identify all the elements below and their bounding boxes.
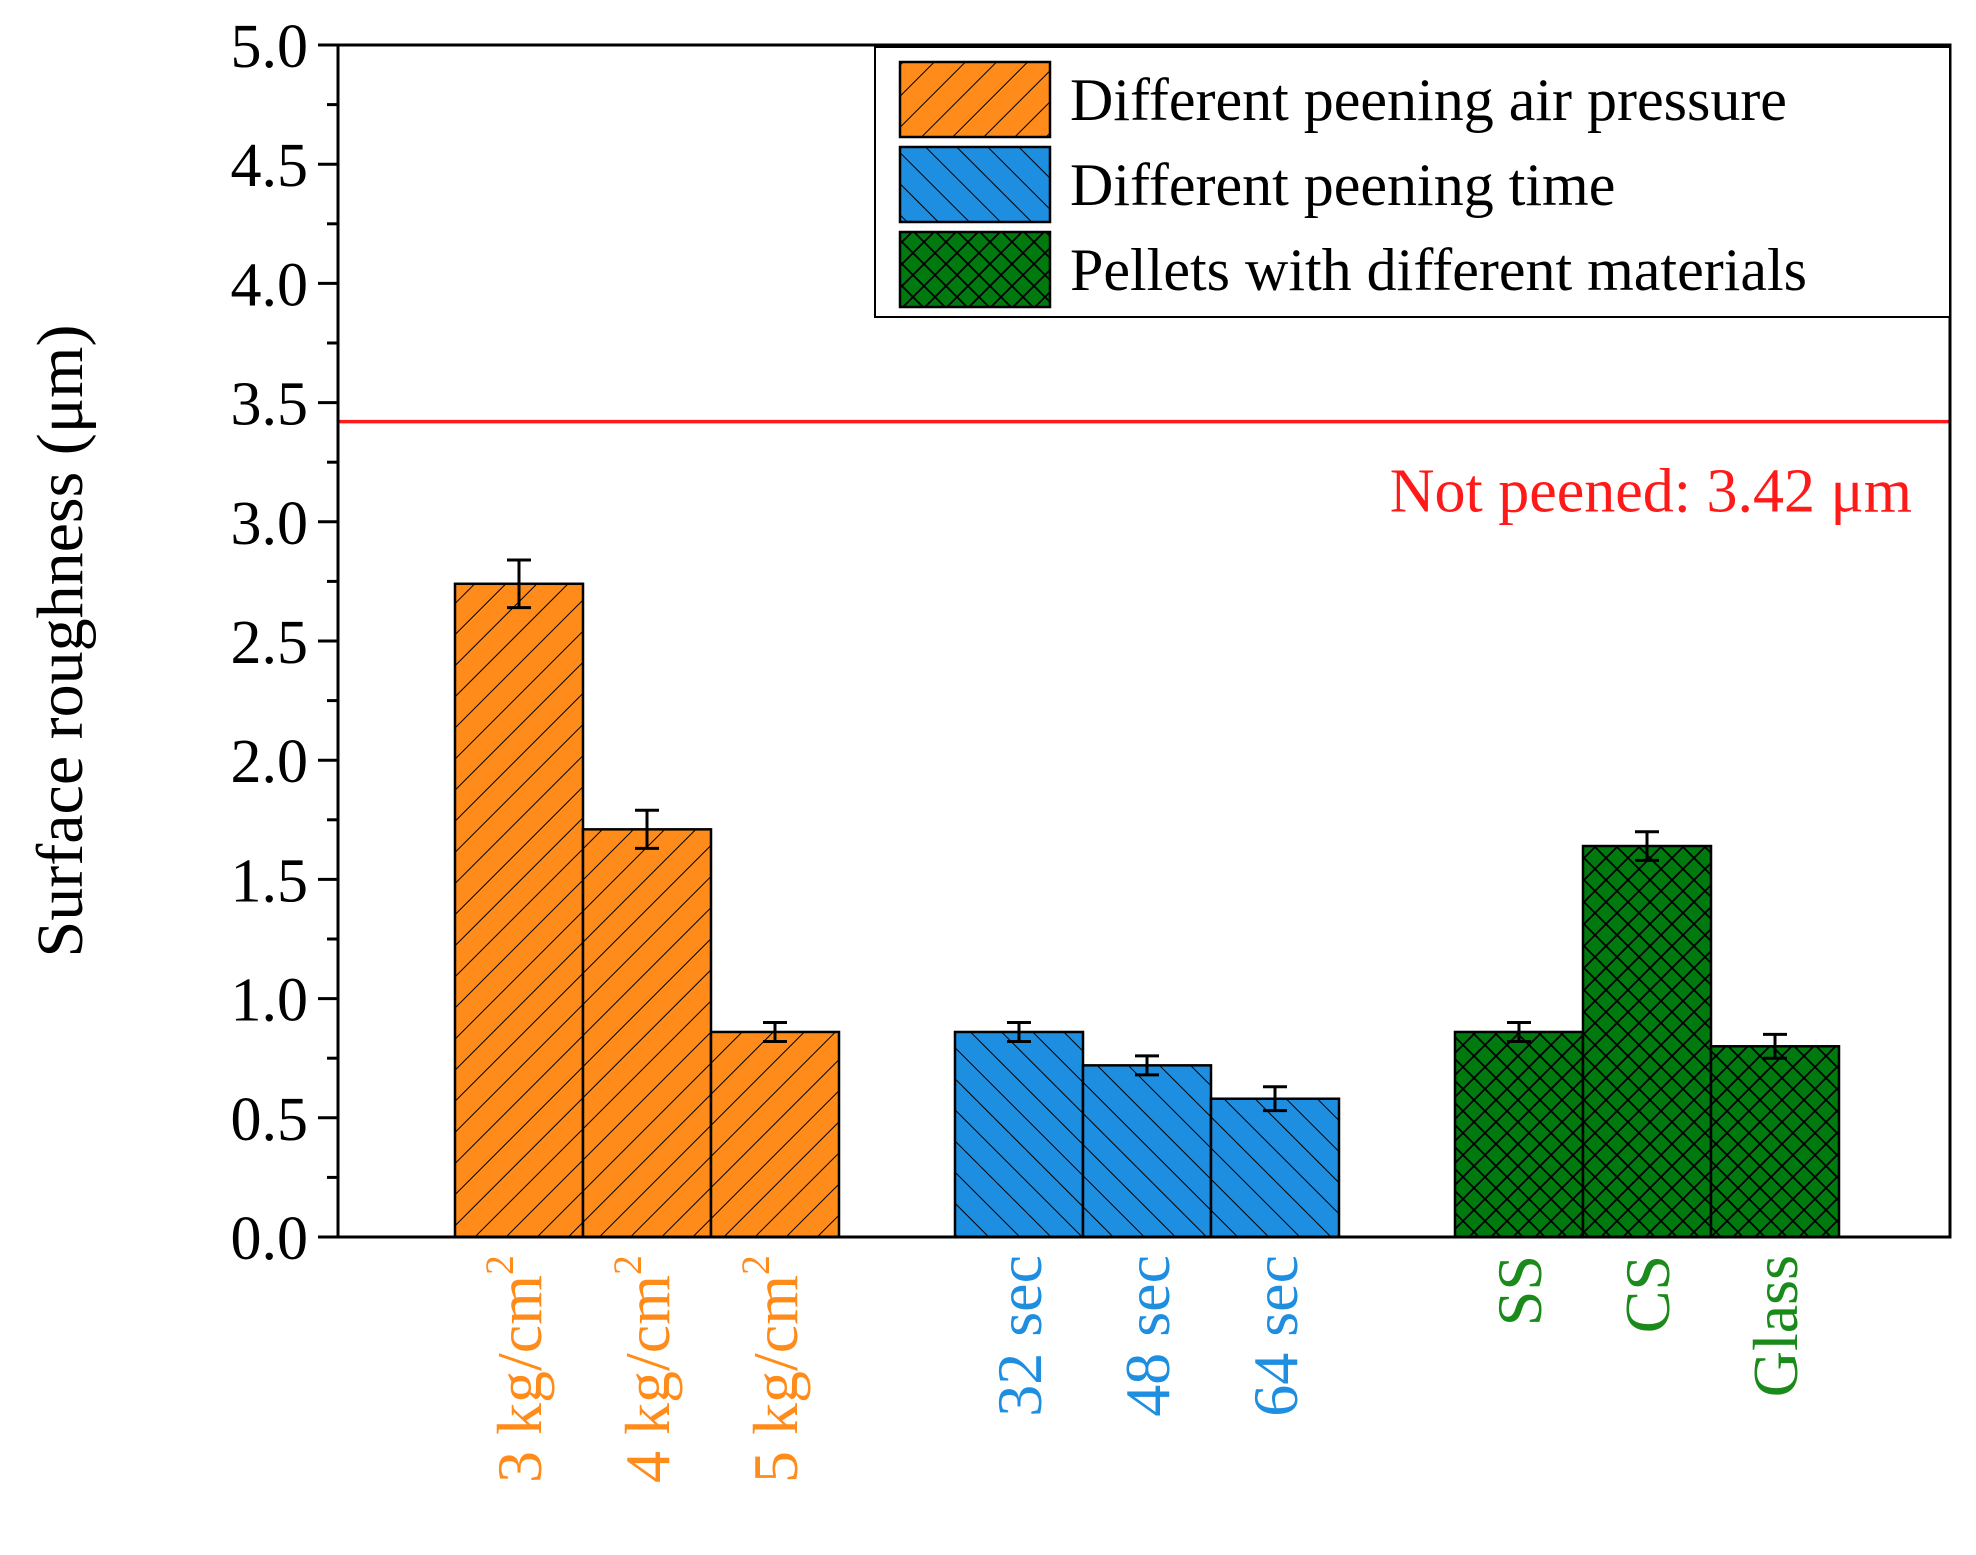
y-tick-label: 3.0 bbox=[231, 490, 309, 558]
y-tick-label: 0.5 bbox=[231, 1086, 309, 1154]
error-bar bbox=[507, 558, 531, 610]
error-bar bbox=[635, 808, 659, 850]
x-axis-category-labels: 3 kg/cm2 4 kg/cm2 5 kg/cm2 32 sec 48 sec 64 s… bbox=[477, 1255, 1811, 1483]
bar-glass bbox=[1709, 1045, 1841, 1239]
y-tick-label: 4.0 bbox=[231, 251, 309, 319]
error-bar bbox=[1135, 1054, 1159, 1077]
legend-entry: Pellets with different materials bbox=[898, 230, 1807, 309]
y-tick-label: 0.0 bbox=[231, 1205, 309, 1273]
x-category-label: Glass bbox=[1740, 1255, 1811, 1397]
error-bar bbox=[763, 1020, 787, 1044]
legend-swatch bbox=[898, 145, 1052, 224]
x-category-label: 3 kg/cm2 bbox=[477, 1255, 555, 1483]
y-axis-label: Surface roughness (μm) bbox=[24, 325, 97, 958]
bar-5-kg-cm2 bbox=[709, 1030, 841, 1239]
y-tick-label: 5.0 bbox=[231, 13, 309, 81]
x-category-label: 5 kg/cm2 bbox=[733, 1255, 811, 1483]
error-bar bbox=[1635, 830, 1659, 862]
legend-swatch bbox=[898, 60, 1052, 139]
not-peened-label: Not peened: 3.42 μm bbox=[1390, 458, 1912, 526]
error-bar bbox=[1763, 1032, 1787, 1060]
y-tick-label: 4.5 bbox=[231, 132, 309, 200]
bar-3-kg-cm2 bbox=[453, 582, 585, 1239]
error-bar bbox=[1507, 1020, 1531, 1044]
y-axis: 0.0 0.5 1.0 1.5 2.0 2.5 3.0 3.5 4.0 4.5 5.0 bbox=[231, 13, 338, 1273]
bar-cs bbox=[1581, 844, 1713, 1239]
legend: Different peening air pressure Different … bbox=[874, 46, 1951, 318]
x-category-label: 48 sec bbox=[1112, 1255, 1183, 1417]
bar-48-sec bbox=[1081, 1064, 1213, 1239]
y-tick-label: 1.0 bbox=[231, 967, 309, 1035]
error-bars bbox=[507, 558, 1787, 1113]
legend-label: Different peening time bbox=[1070, 152, 1615, 218]
reference-line-group: Not peened: 3.42 μm bbox=[338, 419, 1950, 526]
x-category-label: SS bbox=[1484, 1255, 1555, 1326]
bar-ss bbox=[1453, 1030, 1585, 1239]
bar-32-sec bbox=[953, 1030, 1085, 1239]
x-category-label: CS bbox=[1612, 1255, 1683, 1333]
y-tick-label: 3.5 bbox=[231, 371, 309, 439]
legend-label: Pellets with different materials bbox=[1070, 237, 1807, 303]
error-bar bbox=[1263, 1085, 1287, 1113]
legend-entry: Different peening time bbox=[898, 145, 1615, 224]
bars bbox=[453, 582, 1841, 1239]
legend-box bbox=[874, 46, 1951, 318]
legend-swatch bbox=[898, 230, 1052, 309]
x-category-label: 64 sec bbox=[1240, 1255, 1311, 1417]
y-tick-label: 2.5 bbox=[231, 609, 309, 677]
legend-label: Different peening air pressure bbox=[1070, 67, 1787, 133]
y-tick-label: 1.5 bbox=[231, 847, 309, 915]
x-category-label: 4 kg/cm2 bbox=[605, 1255, 683, 1483]
x-category-label: 32 sec bbox=[984, 1255, 1055, 1417]
bar-4-kg-cm2 bbox=[581, 828, 713, 1239]
legend-entry: Different peening air pressure bbox=[898, 60, 1787, 139]
bar-64-sec bbox=[1209, 1097, 1341, 1239]
error-bar bbox=[1007, 1020, 1031, 1044]
y-tick-label: 2.0 bbox=[231, 728, 309, 796]
